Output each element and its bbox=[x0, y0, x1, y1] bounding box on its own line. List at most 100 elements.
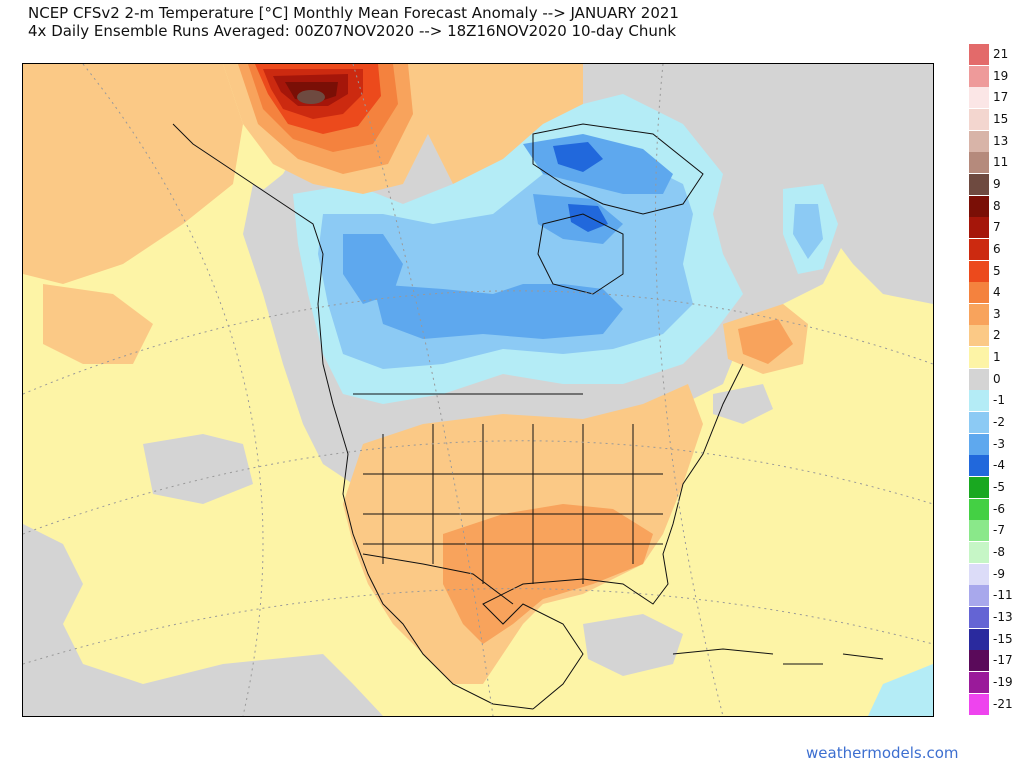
legend-label: -7 bbox=[993, 523, 1005, 538]
legend-entry: -7 bbox=[969, 520, 1021, 542]
legend-entry: 7 bbox=[969, 217, 1021, 239]
legend-entry: -2 bbox=[969, 412, 1021, 434]
legend-entry: 9 bbox=[969, 173, 1021, 195]
legend-label: -3 bbox=[993, 436, 1005, 451]
legend-swatch bbox=[969, 368, 989, 390]
legend-swatch bbox=[969, 520, 989, 542]
source-credit: weathermodels.com bbox=[806, 744, 959, 762]
legend-label: -15 bbox=[993, 631, 1013, 646]
legend-label: -2 bbox=[993, 415, 1005, 430]
legend-label: 19 bbox=[993, 68, 1009, 83]
legend-label: 6 bbox=[993, 241, 1001, 256]
legend-entry: -21 bbox=[969, 693, 1021, 715]
cold-anomaly-region bbox=[553, 142, 603, 172]
legend-label: -8 bbox=[993, 544, 1005, 559]
cold-anomaly-region bbox=[868, 664, 933, 716]
cold-anomaly-region bbox=[793, 204, 823, 259]
warm-anomaly-region bbox=[43, 284, 153, 364]
legend-label: 13 bbox=[993, 133, 1009, 148]
warm-anomaly-region bbox=[297, 90, 325, 104]
legend-label: -19 bbox=[993, 674, 1013, 689]
legend-label: -4 bbox=[993, 458, 1005, 473]
legend-entry: -6 bbox=[969, 498, 1021, 520]
warm-anomaly-region bbox=[738, 319, 793, 364]
legend-swatch bbox=[969, 563, 989, 585]
legend-label: 17 bbox=[993, 90, 1009, 105]
legend-entry: -4 bbox=[969, 455, 1021, 477]
legend-label: 8 bbox=[993, 198, 1001, 213]
legend-entry: 6 bbox=[969, 238, 1021, 260]
legend-swatch bbox=[969, 325, 989, 347]
legend-swatch bbox=[969, 671, 989, 693]
legend-label: 1 bbox=[993, 350, 1001, 365]
map-graticule bbox=[23, 64, 933, 716]
legend-swatch bbox=[969, 260, 989, 282]
legend-swatch bbox=[969, 650, 989, 672]
legend-entry: -11 bbox=[969, 585, 1021, 607]
legend-entry: 17 bbox=[969, 87, 1021, 109]
legend-swatch bbox=[969, 282, 989, 304]
legend-swatch bbox=[969, 217, 989, 239]
legend-entry: 15 bbox=[969, 108, 1021, 130]
legend-entry: 1 bbox=[969, 347, 1021, 369]
cold-anomaly-region bbox=[373, 284, 623, 339]
legend-label: 5 bbox=[993, 263, 1001, 278]
legend-label: -13 bbox=[993, 609, 1013, 624]
legend-entry: 8 bbox=[969, 195, 1021, 217]
legend-entry: 3 bbox=[969, 303, 1021, 325]
legend-entry: 13 bbox=[969, 130, 1021, 152]
legend-entry: -3 bbox=[969, 433, 1021, 455]
legend-label: 7 bbox=[993, 220, 1001, 235]
legend-entry: -5 bbox=[969, 477, 1021, 498]
legend-entry: -17 bbox=[969, 650, 1021, 672]
legend-swatch bbox=[969, 87, 989, 109]
legend-entry: 21 bbox=[969, 44, 1021, 65]
legend-swatch bbox=[969, 108, 989, 130]
anomaly-map-canvas bbox=[23, 64, 933, 716]
legend-swatch bbox=[969, 303, 989, 325]
legend-swatch bbox=[969, 585, 989, 607]
legend-swatch bbox=[969, 238, 989, 260]
legend-entry: 5 bbox=[969, 260, 1021, 282]
legend-swatch bbox=[969, 477, 989, 498]
legend-label: 2 bbox=[993, 328, 1001, 343]
legend-label: -17 bbox=[993, 653, 1013, 668]
legend-swatch bbox=[969, 347, 989, 369]
map-subtitle: 4x Daily Ensemble Runs Averaged: 00Z07NO… bbox=[28, 22, 677, 40]
legend-swatch bbox=[969, 455, 989, 477]
legend-swatch bbox=[969, 693, 989, 715]
legend-label: 15 bbox=[993, 111, 1009, 126]
legend-entry: -15 bbox=[969, 628, 1021, 650]
legend-label: -21 bbox=[993, 696, 1013, 711]
anomaly-map bbox=[22, 63, 934, 717]
warm-anomaly-region bbox=[23, 64, 243, 284]
map-borders bbox=[172, 123, 884, 710]
legend-swatch bbox=[969, 130, 989, 152]
legend-swatch bbox=[969, 65, 989, 87]
legend-label: -6 bbox=[993, 501, 1005, 516]
legend-swatch bbox=[969, 412, 989, 434]
legend-swatch bbox=[969, 541, 989, 563]
legend-label: 0 bbox=[993, 371, 1001, 386]
legend-entry: -1 bbox=[969, 390, 1021, 412]
map-title: NCEP CFSv2 2-m Temperature [°C] Monthly … bbox=[28, 4, 679, 22]
legend-swatch bbox=[969, 390, 989, 412]
legend-entry: -9 bbox=[969, 563, 1021, 585]
legend-label: 11 bbox=[993, 155, 1009, 170]
neutral-anomaly-region bbox=[243, 184, 368, 484]
cold-anomaly-region bbox=[568, 204, 608, 232]
neutral-anomaly-region bbox=[23, 524, 383, 716]
legend-label: -11 bbox=[993, 588, 1013, 603]
legend-label: 9 bbox=[993, 176, 1001, 191]
legend-entry: 11 bbox=[969, 152, 1021, 174]
legend-label: -5 bbox=[993, 480, 1005, 494]
legend-entry: -19 bbox=[969, 671, 1021, 693]
legend-entry: -8 bbox=[969, 541, 1021, 563]
neutral-anomaly-region bbox=[143, 434, 253, 504]
legend-entry: -13 bbox=[969, 606, 1021, 628]
legend-entry: 19 bbox=[969, 65, 1021, 87]
neutral-anomaly-region bbox=[663, 64, 933, 304]
legend-label: -1 bbox=[993, 393, 1005, 408]
legend-label: 21 bbox=[993, 47, 1009, 61]
neutral-anomaly-region bbox=[583, 614, 683, 676]
